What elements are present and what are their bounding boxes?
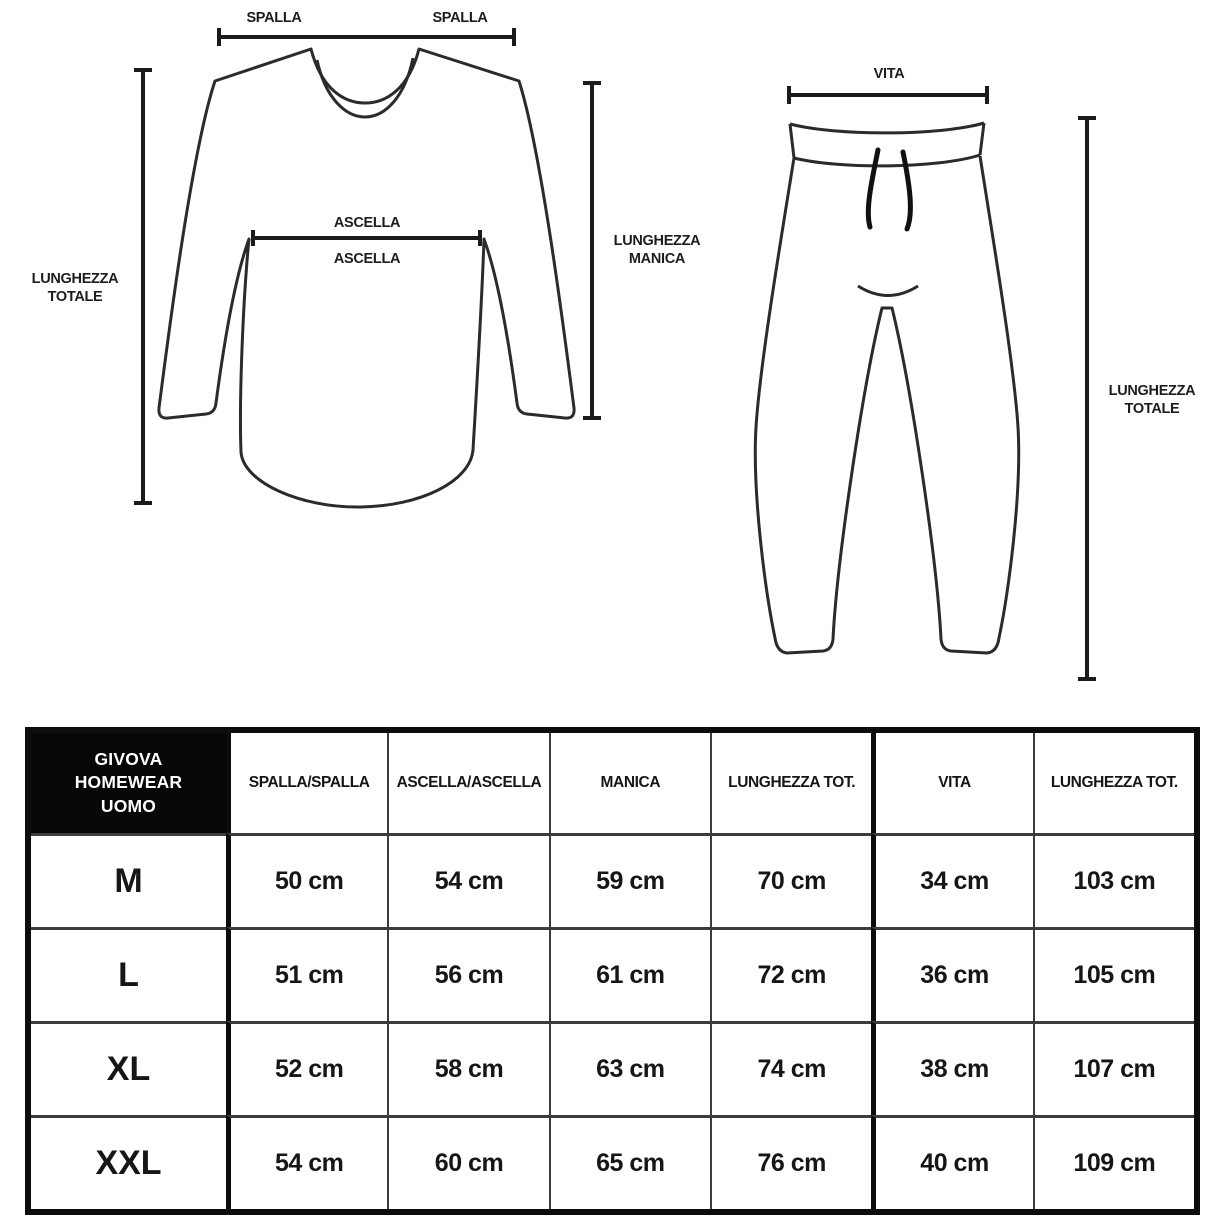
shirt-outline (157, 47, 576, 509)
size-cell-xl: XL (31, 1021, 226, 1115)
pants-drawstring (865, 147, 913, 232)
value-xxl-spalla: 54 cm (226, 1115, 388, 1209)
size-cell-xxl: XXL (31, 1115, 226, 1209)
column-header-ascella: ASCELLA/ASCELLA (387, 733, 548, 833)
value-m-vita: 34 cm (871, 833, 1033, 927)
value-m-lunghezza-tot-pants: 103 cm (1032, 833, 1194, 927)
shirt-svg: SPALLA SPALLA ASCELLA ASCELLA LUNGHEZZA … (32, 10, 702, 509)
value-xl-manica: 63 cm (548, 1021, 710, 1115)
value-m-manica: 59 cm (548, 833, 710, 927)
value-xxl-lunghezza-tot-pants: 109 cm (1032, 1115, 1194, 1209)
value-l-vita: 36 cm (871, 927, 1033, 1021)
pants-svg: VITA LUNGHEZZA TOTAL (753, 66, 1197, 681)
sleeve-length-dimension-line (583, 81, 601, 420)
size-cell-m: M (31, 833, 226, 927)
table-title-cell: GIVOVA HOMEWEAR UOMO (31, 733, 226, 833)
sleeve-length-label-line1: LUNGHEZZA (614, 233, 702, 249)
pants-crotch-seam (857, 284, 919, 297)
value-l-spalla: 51 cm (226, 927, 388, 1021)
value-l-manica: 61 cm (548, 927, 710, 1021)
column-header-spalla: SPALLA/SPALLA (226, 733, 387, 833)
vita-label: VITA (874, 66, 906, 82)
ascella-label-top: ASCELLA (334, 215, 401, 231)
pants-length-label-line1: LUNGHEZZA (1109, 383, 1197, 399)
pants-figure: VITA LUNGHEZZA TOTAL (735, 55, 1223, 705)
pants-length-label-line2: TOTALE (1125, 401, 1180, 417)
size-table: GIVOVA HOMEWEAR UOMO SPALLA/SPALLA ASCEL… (25, 727, 1200, 1215)
pants-length-label: LUNGHEZZA TOTALE (1109, 383, 1197, 417)
value-xxl-vita: 40 cm (871, 1115, 1033, 1209)
value-xl-lunghezza-tot-shirt: 74 cm (709, 1021, 872, 1115)
pants-waistband (788, 121, 986, 168)
ascella-label-bottom: ASCELLA (334, 251, 401, 267)
value-xxl-lunghezza-tot-shirt: 76 cm (709, 1115, 872, 1209)
vita-dimension-line (787, 86, 989, 104)
column-header-lunghezza-tot-pants: LUNGHEZZA TOT. (1032, 733, 1194, 833)
shoulder-dimension-line (217, 28, 516, 46)
pants-length-dimension-line (1078, 116, 1096, 681)
total-length-dimension-line (134, 68, 152, 505)
table-title-line2: HOMEWEAR (74, 772, 183, 793)
value-m-spalla: 50 cm (226, 833, 388, 927)
spalla-label-left: SPALLA (246, 10, 302, 26)
value-xl-ascella: 58 cm (387, 1021, 549, 1115)
value-xl-spalla: 52 cm (226, 1021, 388, 1115)
shirt-collar-inner (315, 57, 415, 119)
ascella-dimension-line (251, 230, 482, 246)
value-xl-vita: 38 cm (871, 1021, 1033, 1115)
size-cell-l: L (31, 927, 226, 1021)
spalla-label-right: SPALLA (432, 10, 488, 26)
sleeve-length-label-line2: MANICA (629, 251, 686, 267)
column-header-lunghezza-tot-shirt: LUNGHEZZA TOT. (709, 733, 871, 833)
value-xl-lunghezza-tot-pants: 107 cm (1032, 1021, 1194, 1115)
value-m-lunghezza-tot-shirt: 70 cm (709, 833, 872, 927)
value-l-lunghezza-tot-shirt: 72 cm (709, 927, 872, 1021)
value-xxl-manica: 65 cm (548, 1115, 710, 1209)
pants-outline (753, 155, 1021, 655)
value-l-lunghezza-tot-pants: 105 cm (1032, 927, 1194, 1021)
value-l-ascella: 56 cm (387, 927, 549, 1021)
column-header-manica: MANICA (548, 733, 710, 833)
total-length-label: LUNGHEZZA TOTALE (32, 271, 120, 305)
value-xxl-ascella: 60 cm (387, 1115, 549, 1209)
sleeve-length-label: LUNGHEZZA MANICA (614, 233, 702, 267)
table-title-line3: UOMO (100, 795, 157, 816)
value-m-ascella: 54 cm (387, 833, 549, 927)
shirt-figure: SPALLA SPALLA ASCELLA ASCELLA LUNGHEZZA … (20, 0, 710, 515)
total-length-label-line1: LUNGHEZZA (32, 271, 120, 287)
total-length-label-line2: TOTALE (48, 289, 103, 305)
table-title-line1: GIVOVA (94, 749, 163, 770)
column-header-vita: VITA (871, 733, 1032, 833)
